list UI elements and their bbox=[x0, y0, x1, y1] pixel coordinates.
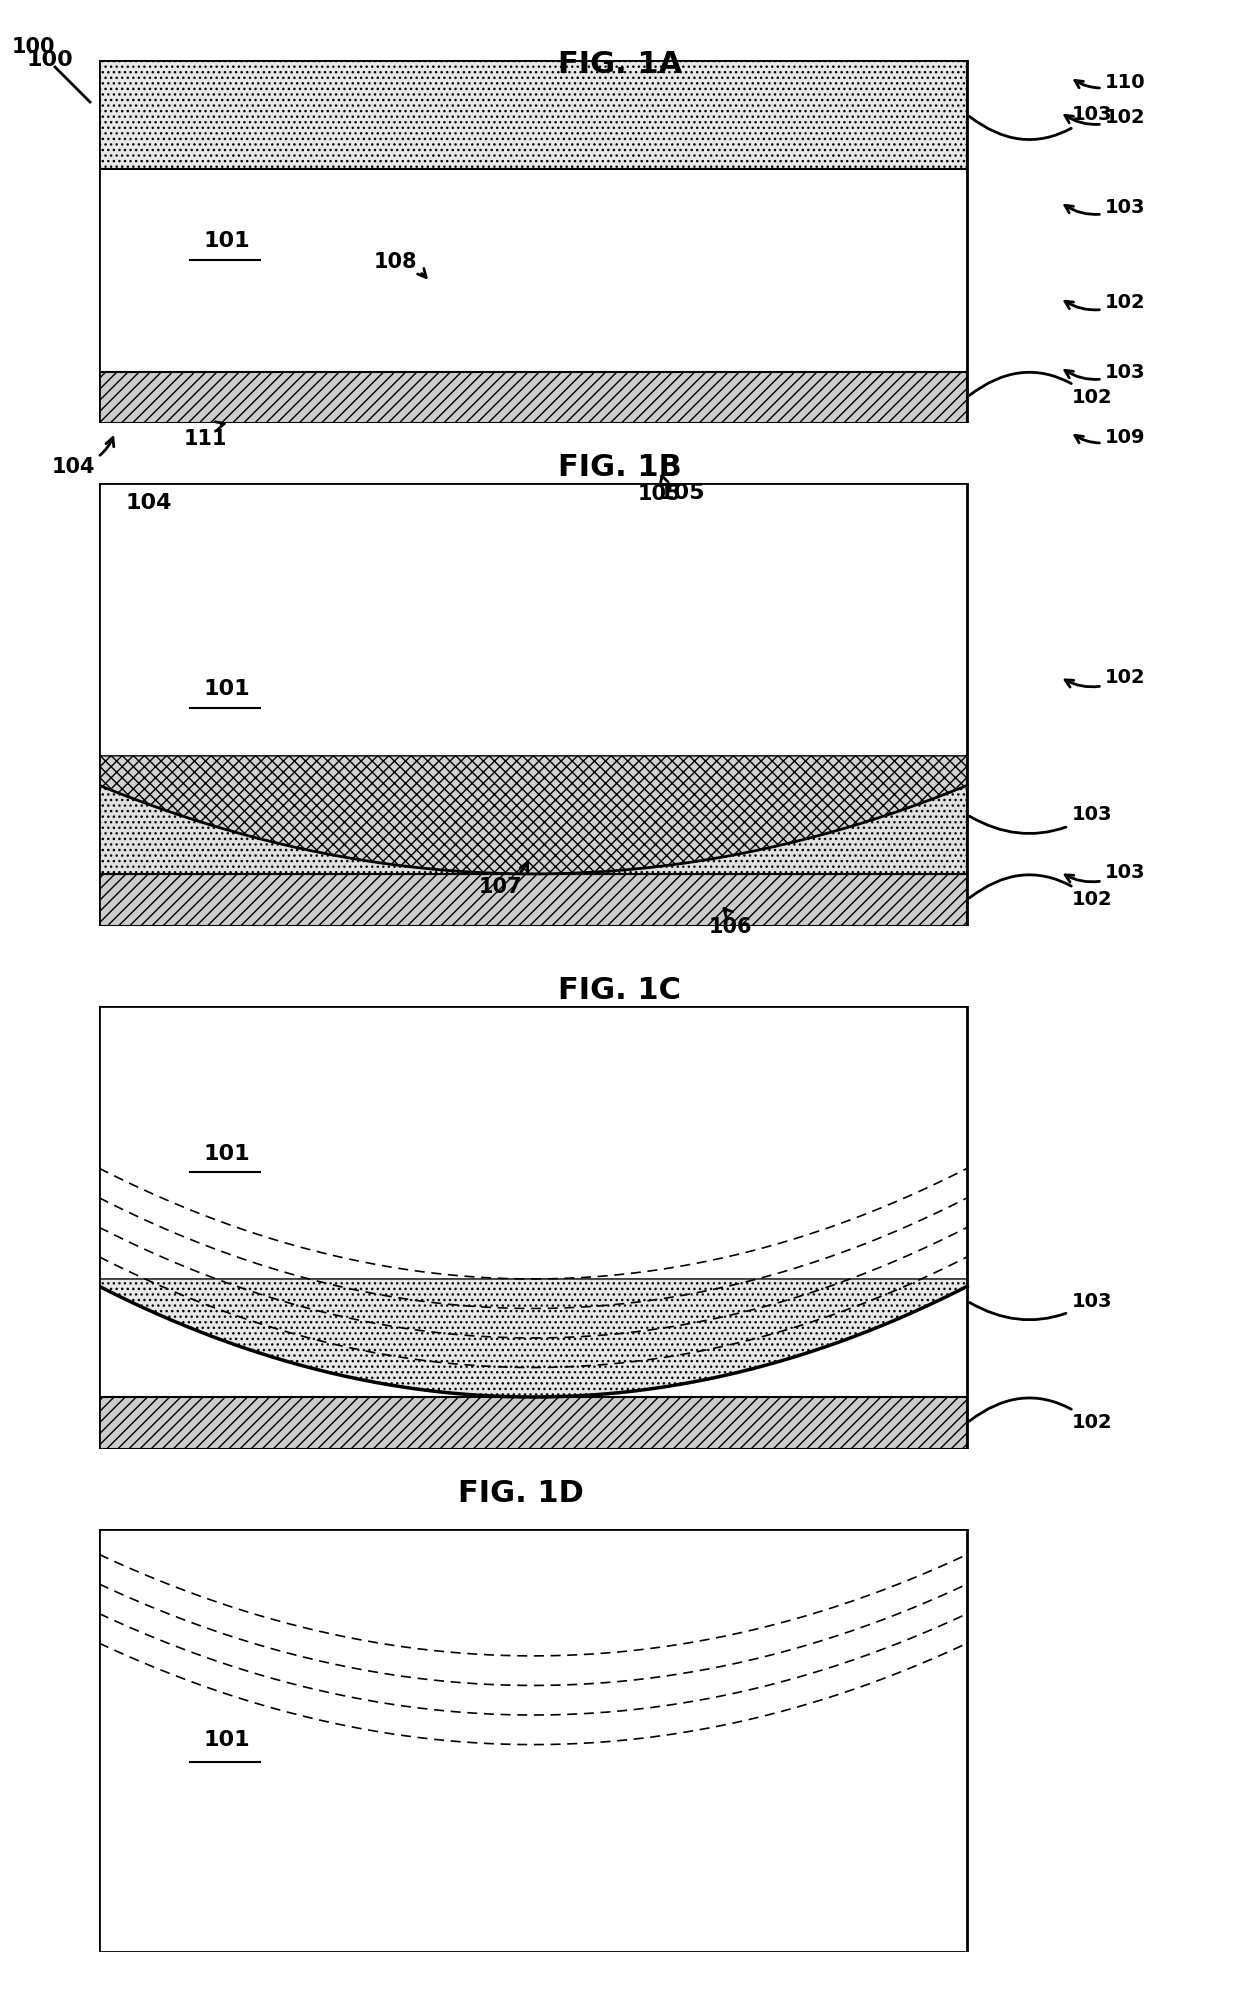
Text: 108: 108 bbox=[373, 252, 427, 278]
Text: 111: 111 bbox=[184, 423, 227, 449]
Text: 102: 102 bbox=[970, 875, 1112, 909]
Bar bbox=[99, 785, 967, 873]
Text: 103: 103 bbox=[1065, 362, 1146, 382]
Text: 101: 101 bbox=[203, 1143, 250, 1163]
Text: 103: 103 bbox=[1065, 197, 1146, 217]
Bar bbox=[99, 1529, 967, 1952]
Text: 102: 102 bbox=[970, 1398, 1112, 1433]
Text: 102: 102 bbox=[1065, 668, 1146, 686]
Text: 105: 105 bbox=[658, 483, 706, 503]
Text: FIG. 1B: FIG. 1B bbox=[558, 453, 682, 481]
Bar bbox=[99, 60, 967, 169]
Text: 102: 102 bbox=[970, 372, 1112, 406]
Text: FIG. 1C: FIG. 1C bbox=[558, 976, 682, 1004]
Text: 101: 101 bbox=[203, 1730, 250, 1750]
Text: 106: 106 bbox=[708, 907, 751, 938]
Text: 103: 103 bbox=[970, 805, 1112, 833]
Text: 103: 103 bbox=[970, 1292, 1112, 1320]
Text: 102: 102 bbox=[1065, 107, 1146, 127]
Text: FIG. 1D: FIG. 1D bbox=[458, 1479, 584, 1507]
Text: 109: 109 bbox=[1075, 427, 1146, 447]
Bar bbox=[99, 60, 967, 423]
Text: 101: 101 bbox=[203, 680, 250, 700]
Text: 107: 107 bbox=[479, 863, 528, 897]
Text: 103: 103 bbox=[1065, 863, 1146, 881]
Bar bbox=[99, 873, 967, 926]
Bar bbox=[99, 483, 967, 926]
Bar bbox=[99, 372, 967, 423]
Text: 104: 104 bbox=[125, 493, 172, 513]
Bar bbox=[99, 1006, 967, 1449]
Text: 104: 104 bbox=[52, 437, 114, 477]
Text: 100: 100 bbox=[26, 50, 73, 70]
Text: 101: 101 bbox=[203, 231, 250, 252]
Bar bbox=[99, 1396, 967, 1449]
Text: 102: 102 bbox=[1065, 292, 1146, 312]
Text: 103: 103 bbox=[970, 105, 1112, 139]
Text: FIG. 1A: FIG. 1A bbox=[558, 50, 682, 78]
Text: 110: 110 bbox=[1075, 72, 1146, 91]
Text: 100: 100 bbox=[11, 36, 55, 56]
Polygon shape bbox=[99, 757, 967, 873]
Text: 105: 105 bbox=[639, 475, 682, 503]
Polygon shape bbox=[99, 1280, 967, 1396]
